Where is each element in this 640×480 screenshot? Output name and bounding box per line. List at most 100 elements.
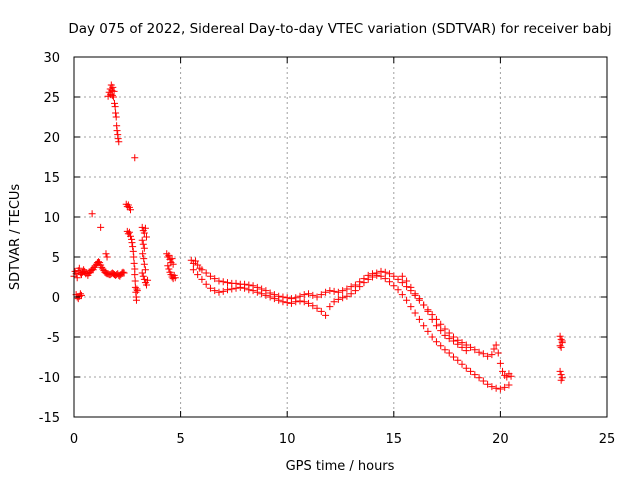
data-point <box>202 269 210 277</box>
data-point <box>407 283 415 291</box>
data-point <box>496 385 504 393</box>
data-point <box>556 342 564 350</box>
data-point <box>275 296 283 304</box>
y-tick-label: 25 <box>43 91 60 106</box>
data-point <box>102 250 110 258</box>
data-point <box>458 360 466 368</box>
series-spike-3_3 <box>138 223 152 289</box>
data-point <box>415 315 423 323</box>
data-point <box>386 270 394 278</box>
data-point <box>437 320 445 328</box>
data-point <box>287 299 295 307</box>
data-point <box>131 154 139 162</box>
data-point <box>557 376 565 384</box>
data-point <box>441 346 449 354</box>
data-point <box>381 268 389 276</box>
series-late-cluster <box>556 332 566 384</box>
data-point <box>556 332 564 340</box>
series-spike-upper <box>104 81 123 146</box>
data-point <box>76 290 84 298</box>
x-tick-label: 15 <box>386 432 403 447</box>
data-point <box>113 127 121 135</box>
data-point <box>279 298 287 306</box>
data-point <box>322 311 330 319</box>
data-point <box>467 367 475 375</box>
data-point <box>97 223 105 231</box>
data-point <box>125 228 133 236</box>
data-point <box>309 302 317 310</box>
data-point <box>112 113 120 121</box>
data-point <box>394 275 402 283</box>
y-tick-label: 5 <box>52 251 60 266</box>
data-point <box>129 243 137 251</box>
series-spike-2_5 <box>122 200 141 304</box>
data-point <box>441 331 449 339</box>
data-point <box>339 294 347 302</box>
data-point <box>189 266 197 274</box>
data-point <box>110 87 118 95</box>
data-point <box>334 295 342 303</box>
data-point <box>139 272 147 280</box>
data-point <box>445 349 453 357</box>
data-point <box>330 287 338 295</box>
y-tick-labels: -15 -10 -5 0 5 10 15 20 25 30 <box>39 51 60 426</box>
data-point <box>132 296 140 304</box>
series-band-upper <box>187 256 515 381</box>
data-point <box>347 283 355 291</box>
data-point <box>398 279 406 287</box>
chart-title: Day 075 of 2022, Sidereal Day-to-day VTE… <box>68 21 611 37</box>
data-point <box>454 340 462 348</box>
data-point <box>557 343 565 351</box>
data-point <box>398 291 406 299</box>
data-point <box>390 272 398 280</box>
data-point <box>141 224 149 232</box>
data-point <box>398 272 406 280</box>
data-point <box>139 250 147 258</box>
data-point <box>258 290 266 298</box>
data-point <box>120 269 128 277</box>
axis-ticks <box>73 56 608 418</box>
data-point <box>494 349 502 357</box>
y-tick-label: 10 <box>43 211 60 226</box>
x-tick-label: 25 <box>599 432 616 447</box>
data-point <box>241 284 249 292</box>
data-point <box>334 288 342 296</box>
series-cluster-4_5 <box>163 250 179 283</box>
data-point <box>262 291 270 299</box>
series-isolated <box>88 154 139 261</box>
x-axis-label: GPS time / hours <box>286 459 395 474</box>
data-point <box>475 374 483 382</box>
y-tick-label: 0 <box>52 291 60 306</box>
y-tick-label: 30 <box>43 51 60 66</box>
data-point <box>326 303 334 311</box>
data-point <box>126 232 134 240</box>
data-point <box>169 260 177 268</box>
data-point <box>130 253 138 261</box>
y-axis-label: SDTVAR / TECUs <box>8 184 23 291</box>
data-point <box>309 291 317 299</box>
data-point <box>432 338 440 346</box>
data-point <box>445 335 453 343</box>
data-point <box>228 285 236 293</box>
data-point <box>249 287 257 295</box>
data-point <box>165 265 173 273</box>
x-tick-label: 10 <box>279 432 296 447</box>
data-point <box>140 275 148 283</box>
data-point <box>140 244 148 252</box>
data-point <box>114 135 122 143</box>
data-point <box>215 288 223 296</box>
data-point <box>488 383 496 391</box>
data-point <box>322 288 330 296</box>
data-point <box>364 275 372 283</box>
data-point <box>77 291 85 299</box>
data-point <box>211 275 219 283</box>
data-point <box>347 290 355 298</box>
data-point <box>131 271 139 279</box>
data-point <box>326 287 334 295</box>
data-point <box>492 384 500 392</box>
data-point <box>411 309 419 317</box>
plot-frame <box>73 56 608 418</box>
data-point <box>501 383 509 391</box>
data-point <box>165 251 173 259</box>
